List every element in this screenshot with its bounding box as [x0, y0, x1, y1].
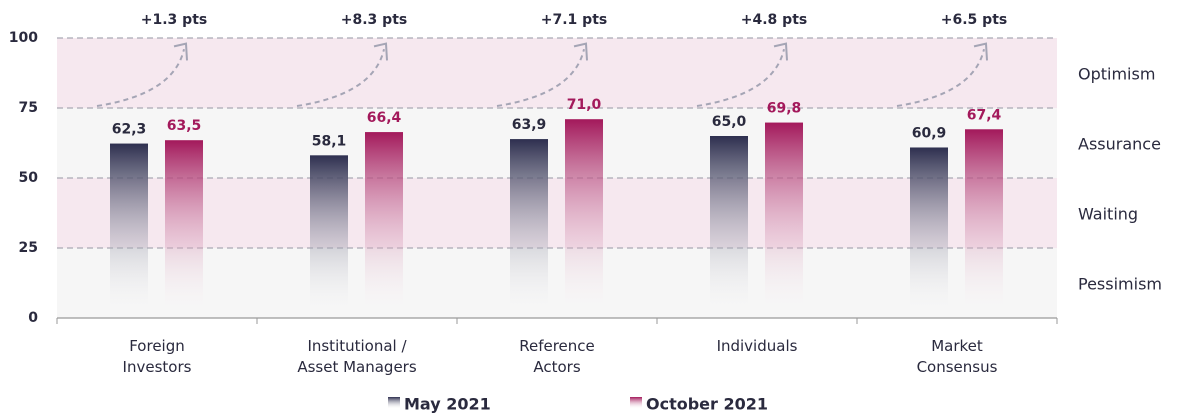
trend-arrow: [696, 48, 785, 107]
x-tick-line: Market: [931, 337, 983, 355]
x-tick-line: Reference: [519, 337, 595, 355]
value-label: 58,1: [312, 133, 347, 149]
bar: [165, 140, 203, 318]
band: [57, 38, 1057, 108]
x-tick-line: Investors: [123, 358, 192, 376]
value-label: 65,0: [712, 114, 747, 130]
value-label: 66,4: [367, 110, 402, 126]
trend-arrow: [96, 48, 185, 107]
annotation: +6.5 pts: [941, 12, 1007, 28]
bar: [510, 139, 548, 318]
value-label: 62,3: [112, 122, 147, 138]
trend-arrow: [496, 48, 585, 107]
band-label: Assurance: [1078, 135, 1161, 154]
bar: [110, 143, 148, 318]
arrow-head: [773, 42, 788, 61]
bar: [965, 129, 1003, 318]
x-tick-line: Asset Managers: [297, 358, 417, 376]
arrow-head: [173, 42, 188, 61]
x-tick-line: Individuals: [717, 337, 798, 355]
y-tick-label: 100: [9, 30, 38, 46]
x-tick-label: Foreign Investors: [123, 337, 192, 376]
y-tick-label: 50: [19, 170, 39, 186]
value-label: 69,8: [767, 101, 802, 117]
y-tick-label: 25: [19, 240, 38, 256]
x-tick-label: Reference Actors: [519, 337, 595, 376]
bar: [765, 122, 803, 318]
band-label: Optimism: [1078, 65, 1155, 84]
x-tick-line: Actors: [533, 358, 580, 376]
legend-label: May 2021: [404, 395, 491, 414]
arrow-head: [373, 42, 388, 61]
annotation: +8.3 pts: [341, 12, 407, 28]
trend-arrow: [296, 48, 385, 107]
arrow-head: [973, 42, 988, 61]
band: [57, 178, 1057, 248]
value-label: 67,4: [967, 107, 1002, 123]
y-tick-label: 75: [19, 100, 38, 116]
x-tick-label: Institutional / Asset Managers: [297, 337, 417, 376]
legend-label: October 2021: [646, 395, 768, 414]
bar: [310, 155, 348, 318]
bar: [565, 119, 603, 318]
legend-swatch: [630, 397, 642, 409]
legend-item: May 2021: [388, 395, 491, 414]
bar: [910, 147, 948, 318]
legend-swatch: [388, 397, 400, 409]
value-label: 71,0: [567, 97, 602, 113]
value-label: 60,9: [912, 125, 947, 141]
band: [57, 108, 1057, 178]
y-tick-label: 0: [28, 310, 38, 326]
x-tick-label: Individuals: [717, 337, 798, 355]
annotation: +1.3 pts: [141, 12, 207, 28]
trend-arrow: [896, 48, 985, 107]
annotation: +4.8 pts: [741, 12, 807, 28]
x-tick-line: Foreign: [129, 337, 185, 355]
bar: [710, 136, 748, 318]
legend-item: October 2021: [630, 395, 768, 414]
value-label: 63,5: [167, 118, 202, 134]
band-label: Waiting: [1078, 205, 1138, 224]
annotation: +7.1 pts: [541, 12, 607, 28]
x-tick-label: Market Consensus: [917, 337, 998, 376]
band-label: Pessimism: [1078, 275, 1162, 294]
x-tick-line: Consensus: [917, 358, 998, 376]
x-tick-line: Institutional /: [307, 337, 407, 355]
value-label: 63,9: [512, 117, 547, 133]
bar: [365, 132, 403, 318]
band: [57, 248, 1057, 318]
arrow-head: [573, 42, 588, 61]
